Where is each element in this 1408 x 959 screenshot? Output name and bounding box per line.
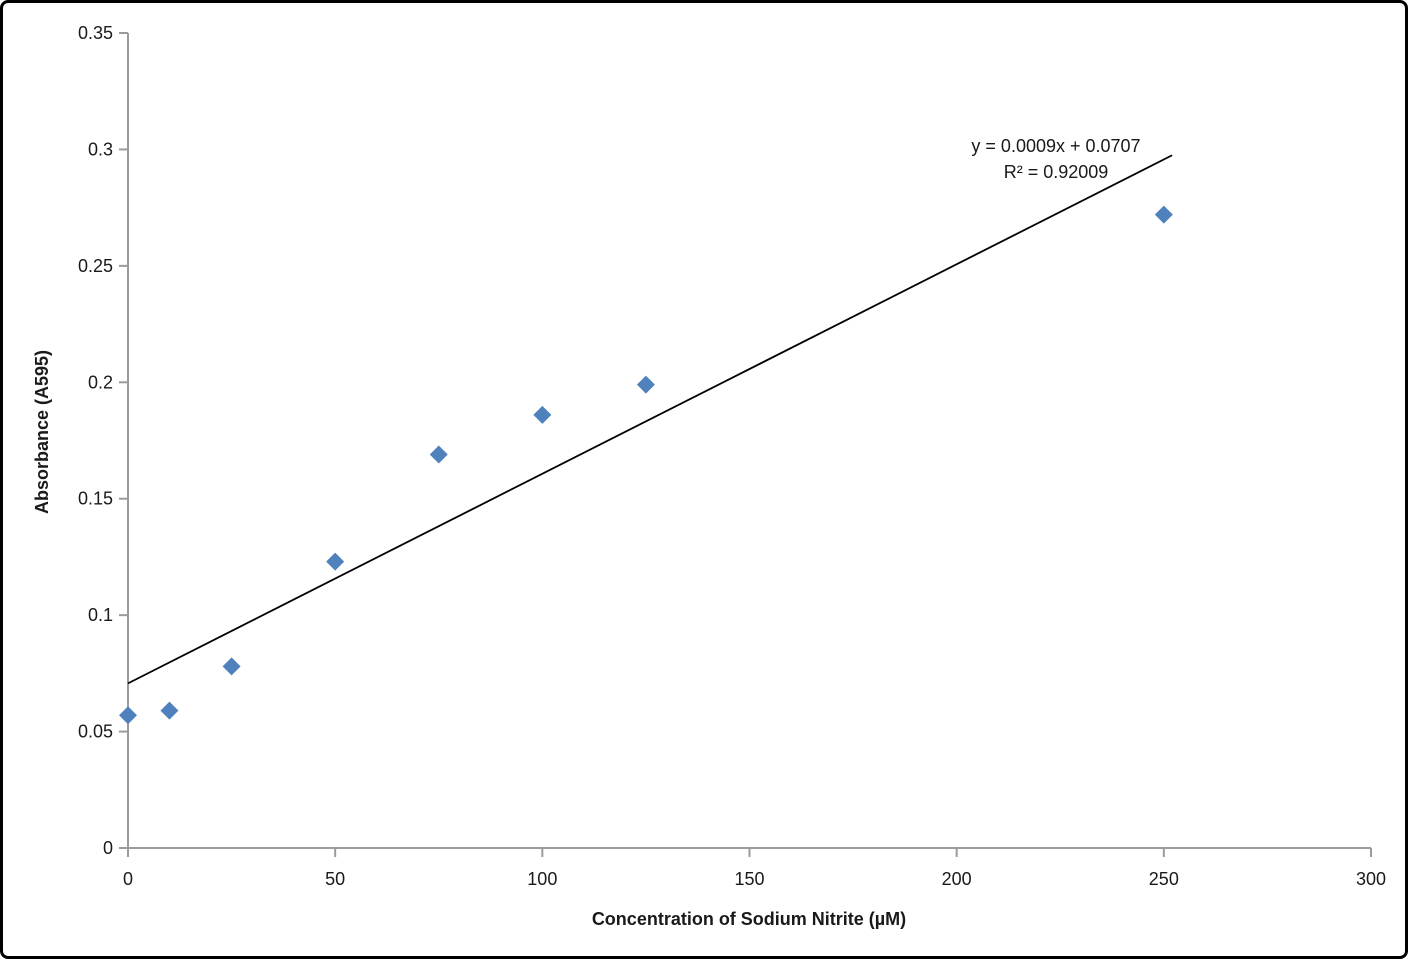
y-tick-label: 0.05	[78, 722, 113, 742]
x-tick-label: 300	[1356, 869, 1386, 889]
y-tick-label: 0.15	[78, 489, 113, 509]
trendline-equation-text: y = 0.0009x + 0.0707	[971, 136, 1141, 156]
trendline	[127, 154, 1173, 685]
x-tick-label: 150	[734, 869, 764, 889]
y-tick-label: 0.2	[88, 372, 113, 392]
x-tick-label: 0	[123, 869, 133, 889]
data-point-marker	[1154, 205, 1173, 224]
scatter-plot: 0 0.05 0.1 0.15 0.2 0.25 0.3 0.35 0 50 100 150 200 25…	[78, 23, 1386, 889]
x-tick-label: 50	[325, 869, 345, 889]
y-tick-label: 0.35	[78, 23, 113, 43]
y-tick-label: 0.25	[78, 256, 113, 276]
trendline-annotation: y = 0.0009x + 0.0707 R² = 0.92009	[936, 133, 1176, 185]
data-point-marker	[636, 375, 655, 394]
r-squared-text: R² = 0.92009	[1003, 162, 1109, 182]
data-point-marker	[533, 405, 552, 424]
y-tick-label: 0.3	[88, 139, 113, 159]
y-tick-label: 0.1	[88, 605, 113, 625]
x-tick-label: 100	[527, 869, 557, 889]
data-point-marker	[429, 445, 448, 464]
data-point-marker	[160, 701, 179, 720]
data-point-marker	[119, 706, 137, 725]
x-axis-title: Concentration of Sodium Nitrite (µM)	[591, 909, 907, 929]
x-tick-label: 250	[1149, 869, 1179, 889]
y-tick-label: 0	[103, 838, 113, 858]
y-axis-title: Absorbance (A595)	[32, 349, 52, 515]
x-tick-label: 200	[942, 869, 972, 889]
data-point-marker	[222, 657, 241, 676]
data-point-marker	[326, 552, 345, 571]
